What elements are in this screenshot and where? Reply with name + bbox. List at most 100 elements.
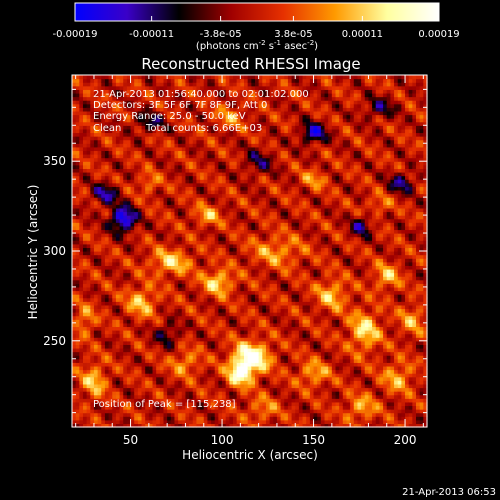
heatmap-cell [189, 409, 194, 414]
heatmap-cell [189, 286, 194, 292]
heatmap-cell [247, 143, 252, 148]
heatmap-cell [192, 164, 198, 169]
heatmap-cell [203, 358, 209, 363]
heatmap-cell [251, 100, 256, 105]
heatmap-cell [148, 265, 154, 270]
heatmap-cell [156, 333, 161, 338]
heatmap-cell [254, 297, 260, 302]
heatmap-cell [178, 376, 183, 381]
heatmap-cell [148, 423, 154, 428]
heatmap-cell [174, 143, 179, 148]
heatmap-cell [156, 330, 161, 335]
heatmap-cell [145, 251, 150, 256]
heatmap-cell [189, 161, 194, 166]
heatmap-cell [86, 308, 91, 313]
heatmap-cell [145, 319, 150, 324]
heatmap-cell [225, 394, 230, 399]
heatmap-cell [214, 383, 219, 389]
heatmap-cell [240, 78, 245, 83]
heatmap-cell [181, 171, 187, 177]
heatmap-cell [134, 193, 139, 198]
heatmap-cell [196, 132, 201, 137]
heatmap-cell [233, 146, 238, 152]
heatmap-cell [254, 200, 260, 205]
heatmap-cell [101, 258, 106, 263]
heatmap-cell [79, 373, 84, 378]
heatmap-cell [112, 186, 117, 191]
heatmap-cell [119, 96, 124, 101]
heatmap-cell [145, 168, 150, 173]
heatmap-cell [115, 89, 121, 94]
heatmap-cell [244, 240, 249, 245]
heatmap-cell [170, 380, 176, 385]
heatmap-cell [159, 161, 165, 166]
heatmap-cell [108, 315, 113, 320]
heatmap-cell [185, 251, 190, 256]
heatmap-cell [181, 312, 187, 317]
heatmap-cell [218, 222, 223, 227]
heatmap-cell [211, 78, 216, 83]
heatmap-cell [145, 136, 150, 141]
heatmap-cell [218, 290, 223, 295]
heatmap-cell [112, 301, 117, 306]
heatmap-cell [123, 380, 128, 385]
heatmap-cell [90, 319, 95, 324]
heatmap-cell [156, 247, 161, 252]
heatmap-cell [244, 121, 249, 126]
heatmap-cell [203, 322, 209, 328]
heatmap-cell [211, 157, 216, 162]
heatmap-cell [203, 164, 209, 169]
heatmap-cell [211, 143, 216, 148]
heatmap-cell [236, 193, 241, 198]
heatmap-cell [79, 383, 84, 389]
heatmap-cell [225, 304, 230, 310]
heatmap-cell [159, 333, 165, 338]
heatmap-cell [79, 369, 84, 374]
heatmap-cell [156, 355, 161, 360]
heatmap-cell [218, 218, 223, 223]
heatmap-cell [225, 283, 230, 288]
heatmap-cell [93, 236, 99, 241]
heatmap-cell [156, 82, 161, 87]
heatmap-cell [72, 121, 77, 126]
heatmap-cell [141, 380, 146, 385]
heatmap-cell [174, 312, 179, 317]
heatmap-cell [251, 89, 256, 94]
heatmap-cell [79, 358, 84, 363]
heatmap-cell [254, 373, 260, 378]
heatmap-cell [218, 110, 223, 116]
heatmap-cell [251, 290, 256, 295]
heatmap-cell [236, 294, 241, 299]
heatmap-cell [254, 243, 260, 249]
heatmap-cell [130, 128, 135, 134]
heatmap-cell [254, 347, 260, 353]
heatmap-cell [97, 114, 102, 119]
heatmap-cell [141, 358, 146, 363]
heatmap-cell [167, 179, 172, 184]
heatmap-cell [86, 423, 91, 428]
heatmap-cell [72, 204, 77, 209]
heatmap-cell [130, 283, 135, 288]
heatmap-cell [192, 258, 198, 263]
heatmap-cell [159, 186, 165, 191]
heatmap-cell [82, 103, 88, 108]
heatmap-cell [244, 319, 249, 324]
heatmap-cell [148, 164, 154, 169]
heatmap-cell [119, 207, 124, 213]
heatmap-cell [211, 401, 216, 407]
heatmap-cell [185, 304, 190, 310]
heatmap-cell [159, 218, 165, 223]
heatmap-cell [178, 161, 183, 166]
heatmap-cell [196, 114, 201, 119]
heatmap-cell [90, 326, 95, 331]
heatmap-cell [214, 387, 219, 392]
heatmap-cell [185, 211, 190, 216]
heatmap-cell [134, 322, 139, 328]
heatmap-cell [254, 225, 260, 231]
heatmap-cell [101, 286, 106, 292]
heatmap-cell [163, 114, 168, 119]
heatmap-cell [72, 391, 77, 396]
heatmap-cell [181, 326, 187, 331]
heatmap-cell [72, 168, 77, 173]
heatmap-cell [152, 243, 157, 249]
